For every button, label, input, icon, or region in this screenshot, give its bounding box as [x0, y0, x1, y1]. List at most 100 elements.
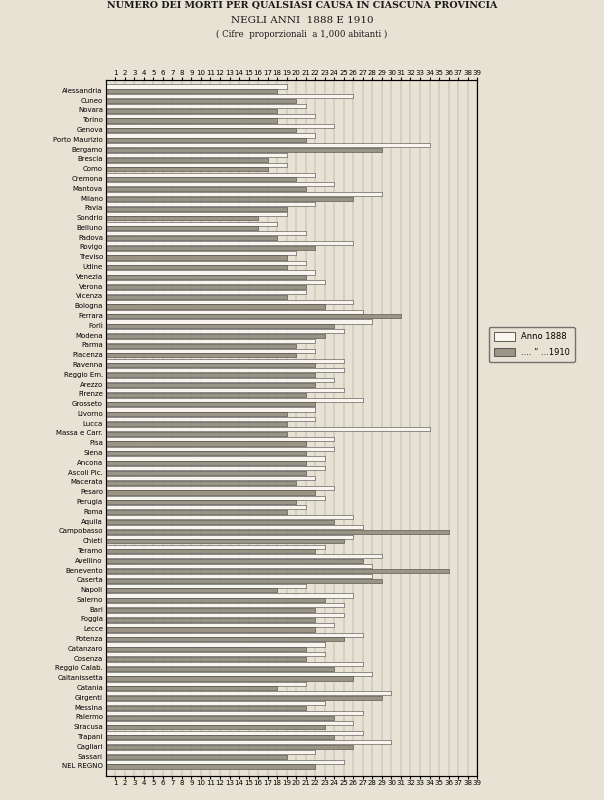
- Bar: [106, 715, 334, 720]
- Bar: [106, 418, 315, 422]
- Bar: [106, 358, 344, 362]
- Bar: [106, 745, 353, 749]
- Bar: [106, 173, 315, 177]
- Bar: [106, 231, 306, 235]
- Bar: [106, 623, 334, 627]
- Bar: [106, 588, 277, 593]
- Bar: [106, 442, 306, 446]
- Bar: [106, 251, 296, 255]
- Bar: [106, 148, 382, 152]
- Bar: [106, 574, 373, 578]
- Bar: [106, 638, 344, 642]
- Bar: [106, 402, 315, 406]
- Bar: [106, 266, 287, 270]
- Bar: [106, 721, 353, 725]
- Bar: [106, 657, 306, 661]
- Bar: [106, 457, 325, 461]
- Bar: [106, 85, 287, 89]
- Bar: [106, 520, 334, 524]
- Bar: [106, 754, 287, 759]
- Bar: [106, 530, 449, 534]
- Bar: [106, 652, 325, 656]
- Bar: [106, 319, 373, 323]
- Bar: [106, 99, 296, 103]
- Bar: [106, 236, 277, 240]
- Bar: [106, 706, 306, 710]
- Text: NEGLI ANNI  1888 E 1910: NEGLI ANNI 1888 E 1910: [231, 16, 373, 25]
- Bar: [106, 206, 287, 210]
- Bar: [106, 471, 306, 475]
- Bar: [106, 285, 306, 289]
- Bar: [106, 662, 363, 666]
- Bar: [106, 182, 334, 186]
- Bar: [106, 192, 382, 196]
- Bar: [106, 393, 306, 397]
- Bar: [106, 594, 353, 598]
- Bar: [106, 495, 325, 500]
- Bar: [106, 407, 315, 412]
- Bar: [106, 349, 315, 353]
- Bar: [106, 134, 315, 138]
- Bar: [106, 153, 287, 157]
- Bar: [106, 564, 373, 568]
- Bar: [106, 216, 258, 221]
- Bar: [106, 549, 315, 554]
- Bar: [106, 226, 258, 230]
- Bar: [106, 545, 325, 549]
- Bar: [106, 280, 325, 284]
- Bar: [106, 275, 306, 279]
- Bar: [106, 735, 334, 739]
- Bar: [106, 486, 334, 490]
- Bar: [106, 686, 277, 690]
- Bar: [106, 294, 287, 298]
- Bar: [106, 305, 325, 309]
- Bar: [106, 510, 287, 514]
- Bar: [106, 202, 315, 206]
- Bar: [106, 672, 373, 676]
- Bar: [106, 162, 287, 167]
- Bar: [106, 584, 306, 588]
- Bar: [106, 682, 306, 686]
- Bar: [106, 197, 353, 201]
- Bar: [106, 765, 315, 769]
- Bar: [106, 618, 315, 622]
- Bar: [106, 94, 353, 98]
- Bar: [106, 466, 325, 470]
- Bar: [106, 128, 296, 132]
- Bar: [106, 222, 277, 226]
- Bar: [106, 255, 287, 259]
- Bar: [106, 432, 287, 436]
- Bar: [106, 314, 401, 318]
- Bar: [106, 354, 296, 358]
- Bar: [106, 339, 315, 343]
- Bar: [106, 569, 449, 573]
- Bar: [106, 559, 363, 563]
- Bar: [106, 666, 334, 670]
- Bar: [106, 187, 306, 191]
- Bar: [106, 676, 353, 681]
- Bar: [106, 647, 306, 651]
- Bar: [106, 212, 287, 216]
- Bar: [106, 490, 315, 494]
- Bar: [106, 143, 429, 147]
- Bar: [106, 481, 296, 485]
- Bar: [106, 554, 382, 558]
- Bar: [106, 451, 306, 455]
- Bar: [106, 310, 363, 314]
- Bar: [106, 261, 306, 265]
- Bar: [106, 324, 334, 328]
- Bar: [106, 329, 344, 334]
- Bar: [106, 378, 334, 382]
- Bar: [106, 382, 315, 387]
- Bar: [106, 691, 391, 695]
- Bar: [106, 363, 315, 367]
- Bar: [106, 578, 382, 582]
- Bar: [106, 613, 344, 617]
- Bar: [106, 300, 353, 304]
- Bar: [106, 412, 287, 416]
- Bar: [106, 642, 325, 646]
- Bar: [106, 334, 325, 338]
- Bar: [106, 388, 344, 392]
- Bar: [106, 598, 325, 602]
- Bar: [106, 500, 296, 504]
